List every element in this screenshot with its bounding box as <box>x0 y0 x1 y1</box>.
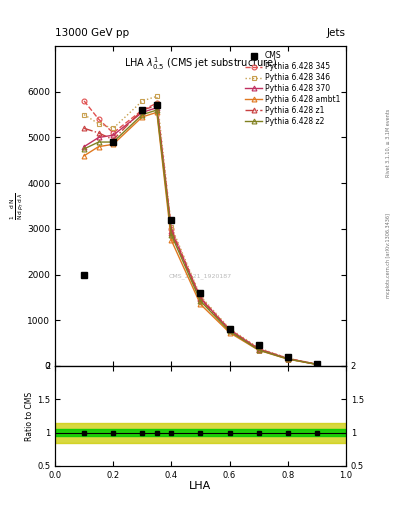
Pythia 6.428 ambt1 <box>111 141 116 147</box>
Pythia 6.428 345 <box>227 326 232 332</box>
Pythia 6.428 z2 <box>96 139 101 145</box>
Pythia 6.428 ambt1 <box>256 347 261 353</box>
Line: Pythia 6.428 z1: Pythia 6.428 z1 <box>82 103 319 367</box>
Pythia 6.428 345 <box>82 98 86 104</box>
Line: Pythia 6.428 346: Pythia 6.428 346 <box>82 94 319 367</box>
CMS <box>154 102 159 109</box>
Pythia 6.428 z1 <box>140 107 145 113</box>
Pythia 6.428 z2 <box>285 356 290 362</box>
Pythia 6.428 346 <box>169 224 174 230</box>
CMS <box>285 354 290 360</box>
Pythia 6.428 z2 <box>111 139 116 145</box>
Text: mcplots.cern.ch [arXiv:1306.3436]: mcplots.cern.ch [arXiv:1306.3436] <box>386 214 391 298</box>
Line: Pythia 6.428 370: Pythia 6.428 370 <box>82 105 319 367</box>
Pythia 6.428 z2 <box>82 146 86 152</box>
CMS <box>198 290 203 296</box>
Pythia 6.428 370 <box>82 143 86 150</box>
Pythia 6.428 346 <box>140 98 145 104</box>
Pythia 6.428 346 <box>256 345 261 351</box>
Pythia 6.428 z2 <box>198 298 203 304</box>
Line: Pythia 6.428 ambt1: Pythia 6.428 ambt1 <box>82 110 319 367</box>
Pythia 6.428 346 <box>285 355 290 361</box>
Pythia 6.428 z2 <box>169 232 174 238</box>
Pythia 6.428 z1 <box>314 361 319 368</box>
Pythia 6.428 z2 <box>140 112 145 118</box>
Line: Pythia 6.428 345: Pythia 6.428 345 <box>82 98 319 367</box>
Y-axis label: Ratio to CMS: Ratio to CMS <box>25 391 34 440</box>
Line: Pythia 6.428 z2: Pythia 6.428 z2 <box>82 108 319 367</box>
Pythia 6.428 345 <box>111 130 116 136</box>
Pythia 6.428 370 <box>256 346 261 352</box>
Pythia 6.428 ambt1 <box>169 237 174 243</box>
Pythia 6.428 370 <box>227 327 232 333</box>
Pythia 6.428 z1 <box>227 327 232 333</box>
Pythia 6.428 ambt1 <box>285 356 290 362</box>
Text: Rivet 3.1.10, ≥ 3.1M events: Rivet 3.1.10, ≥ 3.1M events <box>386 109 391 178</box>
Pythia 6.428 ambt1 <box>82 153 86 159</box>
Pythia 6.428 345 <box>314 361 319 367</box>
CMS <box>111 139 116 145</box>
Pythia 6.428 370 <box>314 361 319 368</box>
Pythia 6.428 345 <box>140 107 145 113</box>
Pythia 6.428 346 <box>227 326 232 332</box>
Pythia 6.428 345 <box>256 346 261 352</box>
Legend: CMS, Pythia 6.428 345, Pythia 6.428 346, Pythia 6.428 370, Pythia 6.428 ambt1, P: CMS, Pythia 6.428 345, Pythia 6.428 346,… <box>244 50 342 127</box>
Pythia 6.428 z1 <box>169 229 174 236</box>
Text: CMS_2021_1920187: CMS_2021_1920187 <box>169 273 232 279</box>
Pythia 6.428 z2 <box>256 347 261 353</box>
Pythia 6.428 346 <box>198 293 203 299</box>
Pythia 6.428 ambt1 <box>154 109 159 115</box>
Text: Jets: Jets <box>327 28 346 38</box>
Pythia 6.428 346 <box>154 93 159 99</box>
Pythia 6.428 370 <box>140 109 145 115</box>
Pythia 6.428 345 <box>198 294 203 301</box>
Pythia 6.428 ambt1 <box>140 114 145 120</box>
Pythia 6.428 z2 <box>314 361 319 368</box>
Pythia 6.428 346 <box>82 112 86 118</box>
Pythia 6.428 ambt1 <box>314 361 319 368</box>
Pythia 6.428 z1 <box>96 130 101 136</box>
Pythia 6.428 345 <box>154 100 159 106</box>
Y-axis label: $\frac{1}{\mathrm{N}}\frac{\mathrm{d}\,\mathrm{N}}{\mathrm{d}\,p_T\,\mathrm{d}\,: $\frac{1}{\mathrm{N}}\frac{\mathrm{d}\,\… <box>9 192 26 220</box>
Pythia 6.428 370 <box>96 135 101 141</box>
Pythia 6.428 z1 <box>82 125 86 132</box>
Pythia 6.428 370 <box>169 228 174 234</box>
Pythia 6.428 z1 <box>111 137 116 143</box>
Pythia 6.428 z2 <box>154 107 159 113</box>
CMS <box>227 326 232 332</box>
Pythia 6.428 z1 <box>154 102 159 109</box>
Pythia 6.428 370 <box>111 132 116 138</box>
Text: 13000 GeV pp: 13000 GeV pp <box>55 28 129 38</box>
Pythia 6.428 z1 <box>198 296 203 302</box>
Pythia 6.428 z1 <box>285 356 290 362</box>
CMS <box>256 343 261 349</box>
Pythia 6.428 ambt1 <box>227 330 232 336</box>
Pythia 6.428 345 <box>96 116 101 122</box>
CMS <box>82 271 86 278</box>
Pythia 6.428 z2 <box>227 328 232 334</box>
Pythia 6.428 370 <box>198 295 203 302</box>
CMS <box>140 107 145 113</box>
CMS <box>169 217 174 223</box>
X-axis label: LHA: LHA <box>189 481 211 491</box>
Pythia 6.428 345 <box>285 355 290 361</box>
Pythia 6.428 370 <box>154 104 159 111</box>
Pythia 6.428 z1 <box>256 347 261 353</box>
Text: LHA $\lambda^{1}_{0.5}$ (CMS jet substructure): LHA $\lambda^{1}_{0.5}$ (CMS jet substru… <box>124 56 277 73</box>
Pythia 6.428 ambt1 <box>96 143 101 150</box>
Pythia 6.428 370 <box>285 355 290 361</box>
Pythia 6.428 346 <box>314 361 319 367</box>
Pythia 6.428 346 <box>96 121 101 127</box>
Pythia 6.428 346 <box>111 125 116 132</box>
CMS <box>314 360 319 367</box>
Pythia 6.428 ambt1 <box>198 301 203 307</box>
Line: CMS: CMS <box>81 103 320 367</box>
Pythia 6.428 345 <box>169 226 174 232</box>
